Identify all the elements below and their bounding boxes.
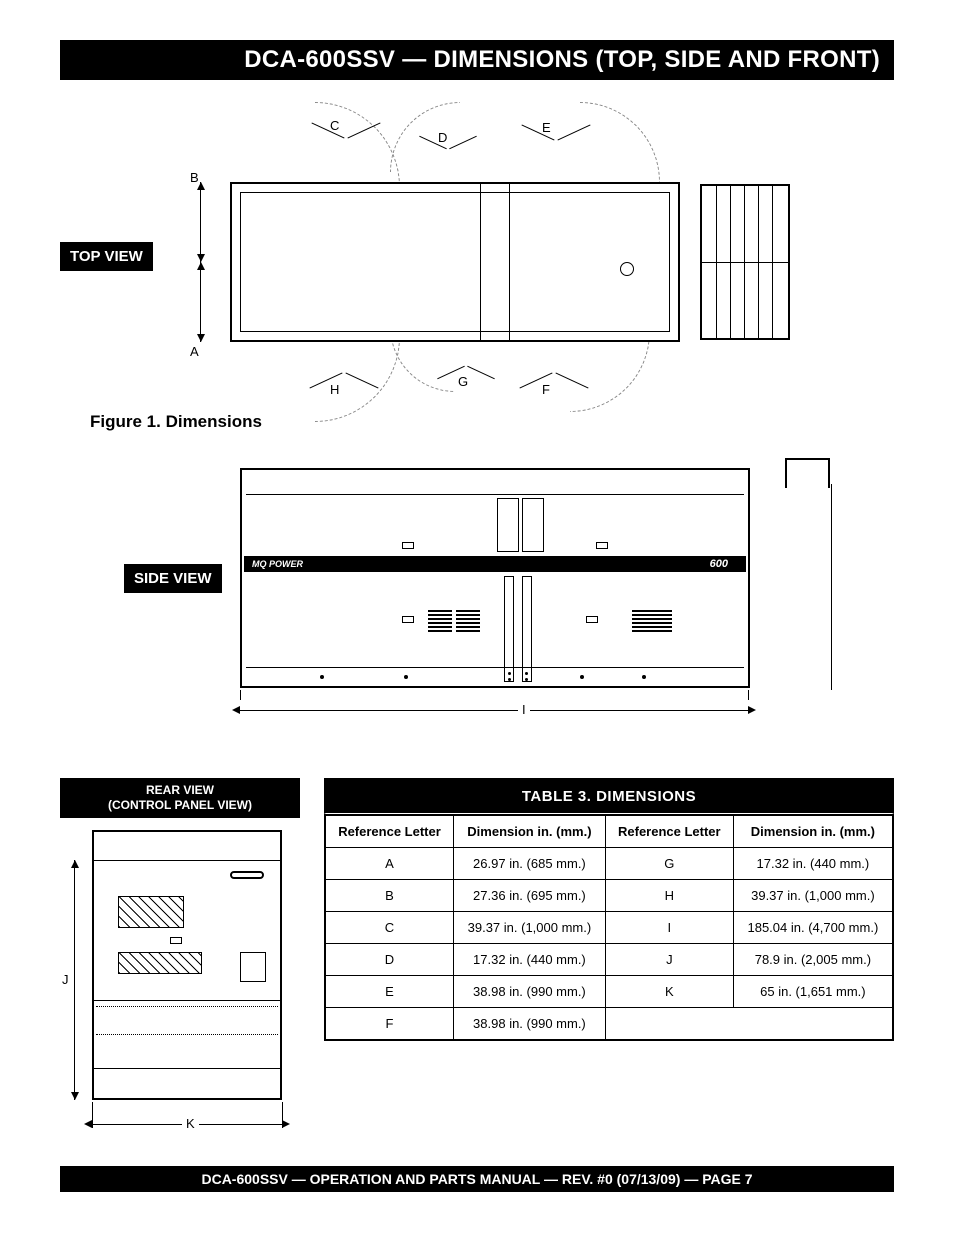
rear-view-column: REAR VIEW (CONTROL PANEL VIEW) J: [60, 778, 300, 1144]
table-header-row: Reference Letter Dimension in. (mm.) Ref…: [325, 815, 893, 848]
table-row: D17.32 in. (440 mm.)J78.9 in. (2,005 mm.…: [325, 944, 893, 976]
table-row: C39.37 in. (1,000 mm.)I185.04 in. (4,700…: [325, 912, 893, 944]
dim-e: E: [542, 120, 551, 135]
rear-view-drawing: J K: [70, 824, 300, 1144]
table-row: E38.98 in. (990 mm.)K65 in. (1,651 mm.): [325, 976, 893, 1008]
side-view-figure: SIDE VIEW MQ POWER 600: [60, 458, 894, 748]
table-title: TABLE 3. DIMENSIONS: [324, 778, 894, 814]
table-body: A26.97 in. (685 mm.)G17.32 in. (440 mm.)…: [325, 848, 893, 1041]
col-dim1: Dimension in. (mm.): [453, 815, 605, 848]
dim-j: J: [62, 972, 69, 987]
dim-b: B: [190, 170, 199, 185]
top-view-label: TOP VIEW: [60, 242, 153, 271]
page-title-bar: DCA-600SSV — DIMENSIONS (TOP, SIDE AND F…: [60, 40, 894, 80]
figure-1-caption: Figure 1. Dimensions: [90, 412, 894, 432]
rear-view-label: REAR VIEW (CONTROL PANEL VIEW): [60, 778, 300, 818]
dim-k: K: [182, 1116, 199, 1131]
dim-f: F: [542, 382, 550, 397]
dim-a: A: [190, 344, 199, 359]
dimensions-table-container: TABLE 3. DIMENSIONS Reference Letter Dim…: [324, 778, 894, 1041]
bottom-row: REAR VIEW (CONTROL PANEL VIEW) J: [60, 778, 894, 1144]
top-view-drawing: B A C D E H G F: [190, 112, 790, 392]
side-view-drawing: MQ POWER 600: [240, 458, 800, 738]
col-ref1: Reference Letter: [325, 815, 453, 848]
model-600-text: 600: [710, 556, 728, 572]
table-row: A26.97 in. (685 mm.)G17.32 in. (440 mm.): [325, 848, 893, 880]
mq-power-text: MQ POWER: [252, 556, 303, 572]
table-row: B27.36 in. (695 mm.)H39.37 in. (1,000 mm…: [325, 880, 893, 912]
col-dim2: Dimension in. (mm.): [733, 815, 893, 848]
dim-i: I: [518, 702, 530, 717]
table-row: F38.98 in. (990 mm.): [325, 1008, 893, 1041]
page-footer: DCA-600SSV — OPERATION AND PARTS MANUAL …: [60, 1166, 894, 1192]
dimensions-table: TABLE 3. DIMENSIONS Reference Letter Dim…: [324, 778, 894, 1041]
dim-d: D: [438, 130, 447, 145]
top-view-figure: TOP VIEW B A C D E: [60, 102, 894, 402]
side-view-label: SIDE VIEW: [124, 564, 222, 593]
dim-h: H: [330, 382, 339, 397]
dim-g: G: [458, 374, 468, 389]
col-ref2: Reference Letter: [605, 815, 733, 848]
